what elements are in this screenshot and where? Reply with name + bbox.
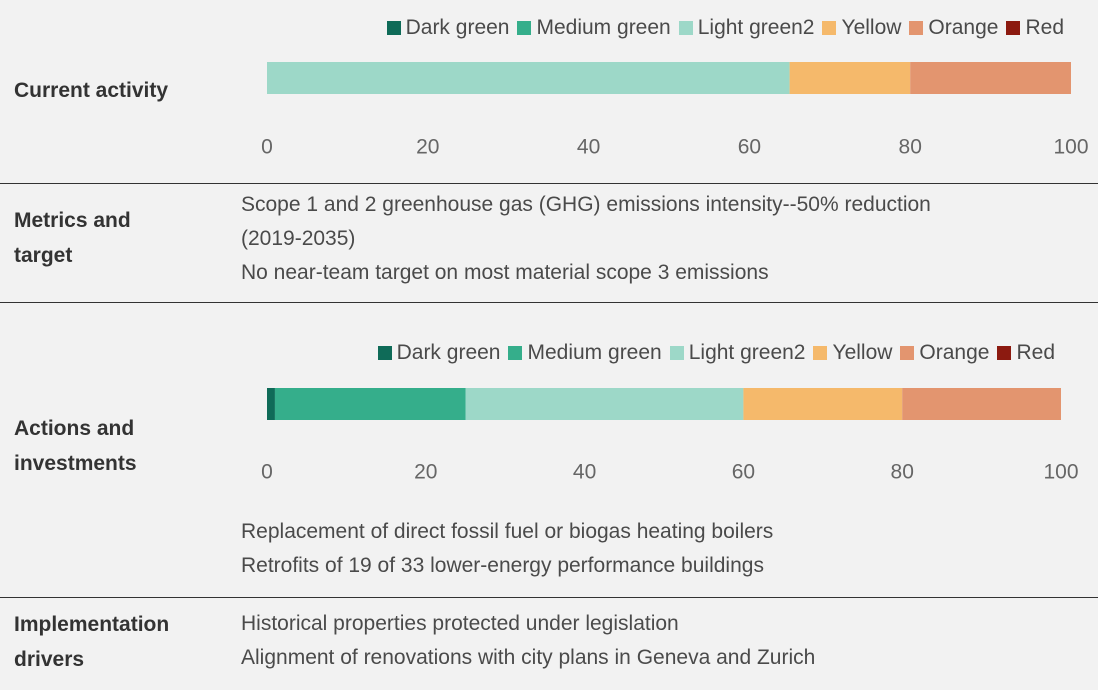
row-text: Historical properties protected under le… [241, 607, 1041, 675]
bar-segment [465, 388, 744, 420]
legend-label: Light green2 [688, 341, 806, 364]
x-tick-label: 0 [261, 136, 273, 159]
legend-label: Light green2 [697, 16, 815, 39]
legend-swatch [997, 346, 1012, 360]
legend-label: Orange [919, 341, 990, 364]
x-tick-label: 80 [899, 136, 922, 159]
chart: 0 20 40 60 80 100 [261, 388, 1079, 484]
legend-item: Medium green [517, 16, 671, 40]
legend-swatch [508, 346, 523, 360]
legend: Dark green Medium green Light green2 Yellow… [370, 341, 1055, 365]
bar-segment [743, 388, 903, 420]
legend-label: Dark green [396, 341, 501, 364]
row-text: Scope 1 and 2 greenhouse gas (GHG) emiss… [241, 188, 941, 290]
legend-swatch [517, 21, 532, 35]
row-metrics: Metrics and target Scope 1 and 2 greenho… [0, 184, 1098, 302]
bar-segment [902, 388, 1061, 420]
legend-label: Red [1016, 341, 1055, 364]
legend-swatch [678, 21, 693, 35]
separator [0, 302, 1098, 303]
legend-swatch [669, 346, 684, 360]
text-line: Scope 1 and 2 greenhouse gas (GHG) emiss… [241, 193, 931, 250]
x-tick-label: 20 [414, 461, 437, 484]
text-line: Historical properties protected under le… [241, 612, 679, 635]
row-text: Replacement of direct fossil fuel or bio… [241, 515, 941, 583]
legend-label: Medium green [527, 341, 662, 364]
legend-item: Medium green [508, 341, 662, 365]
row-label: Actions and investments [14, 417, 137, 475]
legend-label: Medium green [536, 16, 671, 39]
legend-swatch [386, 21, 401, 35]
text-line: No near-team target on most material sco… [241, 261, 769, 284]
x-tick-label: 0 [261, 461, 273, 484]
legend-item: Yellow [813, 341, 892, 365]
legend-label: Yellow [832, 341, 893, 364]
legend-item: Red [997, 341, 1055, 365]
legend-item: Light green2 [669, 341, 806, 365]
row-current-activity: Current activity Dark green Medium green L… [0, 0, 1098, 183]
text-line: Retrofits of 19 of 33 lower-energy perfo… [241, 554, 764, 577]
legend-item: Yellow [822, 16, 901, 40]
legend-item: Dark green [386, 16, 510, 40]
separator [0, 597, 1098, 598]
x-tick-label: 40 [577, 136, 600, 159]
row-label: Metrics and target [14, 209, 131, 267]
bar-segment [789, 62, 911, 94]
x-tick-label: 40 [573, 461, 596, 484]
legend-swatch [900, 346, 915, 360]
row-actions: Actions and investments Replacement of d… [0, 303, 1098, 597]
legend-label: Orange [928, 16, 999, 39]
legend: Dark green Medium green Light green2 Yellow… [379, 16, 1064, 40]
bar-segment [267, 388, 275, 420]
bar-segment [274, 388, 466, 420]
legend-swatch [377, 346, 392, 360]
legend-label: Yellow [841, 16, 902, 39]
legend-item: Dark green [377, 341, 501, 365]
chart: 0 20 40 60 80 100 [261, 62, 1089, 159]
x-tick-label: 60 [732, 461, 755, 484]
separator [0, 183, 1098, 184]
row-label: Implementation drivers [14, 613, 170, 671]
x-tick-label: 100 [1043, 461, 1078, 484]
legend-item: Light green2 [678, 16, 815, 40]
legend-item: Orange [900, 341, 989, 365]
legend-swatch [909, 21, 924, 35]
row-label: Current activity [14, 79, 169, 102]
legend-label: Dark green [405, 16, 510, 39]
legend-item: Red [1006, 16, 1064, 40]
legend-swatch [1006, 21, 1021, 35]
text-line: Alignment of renovations with city plans… [241, 646, 816, 669]
x-tick-label: 20 [416, 136, 439, 159]
legend-item: Orange [909, 16, 998, 40]
legend-label: Red [1025, 16, 1064, 39]
row-drivers: Implementation drivers Historical proper… [0, 598, 1098, 690]
legend-swatch [813, 346, 828, 360]
bar-segment [267, 62, 790, 94]
x-tick-label: 60 [738, 136, 761, 159]
text-line: Replacement of direct fossil fuel or bio… [241, 520, 774, 543]
x-tick-label: 80 [891, 461, 914, 484]
x-tick-label: 100 [1053, 136, 1088, 159]
legend-swatch [822, 21, 837, 35]
bar-segment [910, 62, 1071, 94]
